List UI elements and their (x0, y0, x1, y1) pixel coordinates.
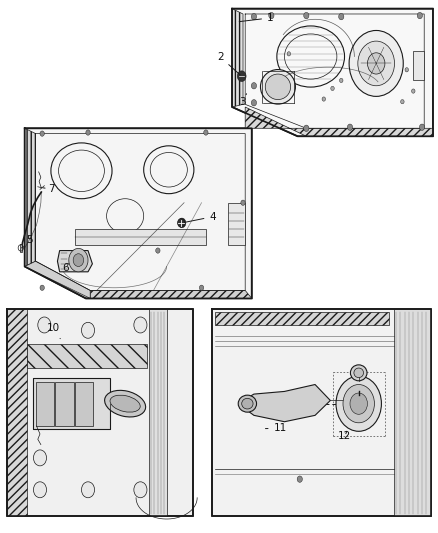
Circle shape (304, 12, 309, 19)
Circle shape (343, 384, 374, 423)
Text: 11: 11 (265, 423, 287, 433)
Circle shape (287, 52, 290, 56)
Circle shape (69, 248, 88, 272)
Circle shape (33, 482, 46, 498)
Circle shape (322, 97, 325, 101)
Circle shape (40, 131, 44, 136)
Circle shape (347, 124, 353, 131)
Circle shape (417, 12, 423, 19)
Bar (75, 382, 93, 426)
Text: 1: 1 (239, 13, 274, 23)
Polygon shape (243, 384, 330, 422)
Circle shape (349, 30, 403, 96)
Circle shape (40, 285, 44, 290)
Polygon shape (245, 107, 433, 136)
Polygon shape (25, 128, 252, 298)
Circle shape (81, 322, 95, 338)
Circle shape (177, 219, 184, 227)
Polygon shape (7, 309, 193, 516)
Polygon shape (25, 128, 35, 266)
Circle shape (420, 124, 425, 131)
Polygon shape (232, 9, 243, 107)
Circle shape (81, 482, 95, 498)
Bar (413, 51, 424, 80)
Bar (75, 229, 206, 245)
Circle shape (401, 100, 404, 104)
Text: 6: 6 (63, 263, 69, 273)
Circle shape (405, 68, 409, 72)
Circle shape (33, 450, 46, 466)
Circle shape (241, 200, 245, 205)
Circle shape (155, 248, 160, 253)
Ellipse shape (105, 390, 145, 417)
Circle shape (297, 476, 302, 482)
Polygon shape (7, 309, 27, 516)
Circle shape (134, 482, 147, 498)
Circle shape (350, 393, 367, 414)
Circle shape (237, 71, 246, 82)
Circle shape (412, 89, 415, 93)
Circle shape (178, 218, 186, 228)
Circle shape (199, 285, 204, 290)
Ellipse shape (242, 398, 253, 409)
Bar (55, 382, 74, 426)
Text: 5: 5 (21, 235, 33, 248)
Circle shape (251, 83, 257, 89)
Bar (35, 382, 54, 426)
Ellipse shape (350, 365, 367, 381)
Circle shape (336, 376, 381, 431)
Polygon shape (27, 344, 147, 368)
Circle shape (204, 130, 208, 135)
Circle shape (269, 12, 274, 19)
Ellipse shape (110, 395, 140, 412)
Circle shape (251, 13, 257, 20)
Text: 3: 3 (240, 94, 247, 108)
Polygon shape (20, 244, 21, 252)
Text: 2: 2 (217, 52, 240, 75)
Polygon shape (149, 309, 166, 516)
Text: 7: 7 (43, 184, 54, 194)
Circle shape (367, 53, 385, 74)
Circle shape (304, 125, 309, 132)
Circle shape (251, 100, 257, 106)
Ellipse shape (265, 74, 290, 100)
Polygon shape (215, 312, 389, 325)
Bar (33, 378, 110, 429)
Circle shape (331, 86, 334, 91)
Circle shape (339, 78, 343, 83)
Ellipse shape (238, 395, 257, 412)
Text: 10: 10 (46, 324, 60, 338)
Circle shape (134, 317, 147, 333)
Circle shape (38, 317, 51, 333)
Ellipse shape (261, 69, 295, 104)
Polygon shape (57, 251, 92, 272)
Circle shape (86, 130, 90, 135)
Polygon shape (90, 290, 252, 298)
Polygon shape (232, 9, 433, 136)
Bar (228, 203, 245, 245)
Polygon shape (25, 261, 90, 298)
Ellipse shape (354, 368, 364, 377)
Circle shape (358, 41, 395, 86)
Circle shape (339, 13, 344, 20)
Polygon shape (394, 309, 431, 516)
Polygon shape (212, 309, 431, 516)
Circle shape (73, 254, 84, 266)
Text: 4: 4 (184, 212, 216, 222)
Text: 12: 12 (338, 431, 351, 441)
